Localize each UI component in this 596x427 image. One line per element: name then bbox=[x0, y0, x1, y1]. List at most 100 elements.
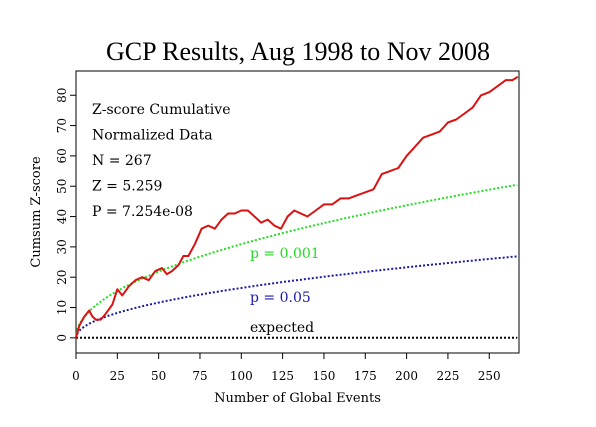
cumsum-data-point bbox=[323, 203, 325, 206]
x-tick-label: 75 bbox=[192, 369, 207, 383]
p001-reference-line bbox=[75, 183, 518, 338]
cumsum-data-point bbox=[116, 288, 119, 291]
cumsum-data-point bbox=[364, 191, 367, 194]
cumsum-data-point bbox=[99, 318, 102, 321]
cumsum-data-point bbox=[430, 133, 433, 136]
cumsum-data-point bbox=[314, 209, 317, 212]
cumsum-data-point bbox=[187, 255, 190, 257]
x-tick-label: 150 bbox=[312, 369, 335, 383]
chart-title: GCP Results, Aug 1998 to Nov 2008 bbox=[106, 37, 490, 66]
cumsum-data-point bbox=[154, 270, 157, 272]
cumsum-data-point bbox=[75, 337, 77, 339]
cumsum-data-point bbox=[134, 279, 137, 282]
x-tick-label: 100 bbox=[230, 369, 253, 383]
y-tick-label: 40 bbox=[55, 209, 69, 224]
y-tick-label: 30 bbox=[55, 239, 69, 254]
cumsum-data-point bbox=[405, 155, 408, 157]
cumsum-data-point bbox=[273, 224, 276, 227]
cumsum-data-point bbox=[471, 106, 474, 109]
x-tick-label: 250 bbox=[478, 369, 501, 383]
y-tick-label: 10 bbox=[55, 300, 69, 315]
cumsum-data-point bbox=[253, 215, 256, 218]
cumsum-data-point bbox=[286, 215, 289, 218]
stat-line: P = 7.254e-08 bbox=[92, 204, 193, 220]
y-tick-label: 20 bbox=[55, 270, 69, 285]
y-tick-label: 0 bbox=[55, 334, 69, 342]
cumsum-data-point bbox=[83, 315, 86, 318]
cumsum-data-point bbox=[207, 224, 210, 227]
cumsum-series-line bbox=[75, 76, 518, 339]
cumsum-data-point bbox=[300, 212, 302, 215]
cumsum-data-point bbox=[233, 212, 236, 215]
cumsum-data-point bbox=[260, 221, 262, 224]
cumsum-data-point bbox=[414, 146, 416, 148]
cumsum-data-point bbox=[504, 79, 507, 81]
cumsum-data-point bbox=[455, 118, 457, 121]
cumsum-data-point bbox=[121, 294, 124, 297]
stat-line: Normalized Data bbox=[92, 128, 213, 144]
cumsum-data-point bbox=[128, 285, 130, 288]
cumsum-data-point bbox=[266, 218, 269, 221]
cumsum-data-point bbox=[166, 273, 168, 275]
cumsum-data-point bbox=[240, 209, 243, 212]
x-tick-label: 225 bbox=[436, 369, 459, 383]
cumsum-data-point bbox=[227, 212, 229, 215]
cumsum-data-point bbox=[389, 170, 391, 172]
cumsum-data-point bbox=[78, 324, 81, 327]
cumsum-data-point bbox=[293, 209, 295, 212]
x-tick-label: 175 bbox=[354, 369, 377, 383]
cumsum-data-point bbox=[182, 255, 185, 257]
cumsum-data-point bbox=[447, 121, 449, 124]
cumsum-data-point bbox=[480, 94, 482, 97]
x-tick-label: 25 bbox=[110, 369, 125, 383]
p001-label: p = 0.001 bbox=[250, 246, 320, 262]
cumsum-data-point bbox=[347, 197, 350, 200]
cumsum-data-point bbox=[397, 167, 400, 169]
p05-label: p = 0.05 bbox=[250, 290, 311, 306]
cumsum-data-point bbox=[111, 303, 114, 306]
plot-frame bbox=[75, 70, 520, 354]
cumsum-data-point bbox=[463, 112, 466, 115]
y-tick-label: 80 bbox=[55, 88, 69, 103]
cumsum-data-point bbox=[194, 243, 196, 245]
cumsum-data-point bbox=[516, 76, 519, 78]
cumsum-data-point bbox=[247, 209, 249, 212]
cumsum-data-point bbox=[356, 194, 358, 197]
cumsum-data-point bbox=[511, 79, 514, 81]
cumsum-data-point bbox=[161, 267, 163, 269]
cumsum-data-point bbox=[88, 309, 91, 312]
x-tick-label: 200 bbox=[395, 369, 418, 383]
cumsum-data-point bbox=[91, 315, 94, 318]
x-axis-label: Number of Global Events bbox=[214, 391, 381, 406]
stat-line: N = 267 bbox=[92, 153, 152, 169]
x-tick-label: 0 bbox=[72, 369, 80, 383]
cumsum-data-point bbox=[214, 227, 216, 230]
stat-line: Z-score Cumulative bbox=[92, 102, 230, 118]
cumsum-data-point bbox=[331, 203, 334, 206]
cumsum-data-point bbox=[171, 270, 173, 272]
cumsum-data-point bbox=[147, 279, 150, 282]
cumsum-data-point bbox=[220, 218, 223, 221]
cumsum-data-point bbox=[381, 173, 383, 175]
cumsum-data-point bbox=[488, 91, 491, 94]
stat-line: Z = 5.259 bbox=[92, 179, 162, 195]
y-tick-label: 50 bbox=[55, 179, 69, 194]
cumsum-data-point bbox=[280, 227, 282, 230]
cumsum-data-point bbox=[141, 276, 143, 278]
expected-label: expected bbox=[250, 320, 314, 336]
p05-reference-line bbox=[75, 255, 518, 339]
cumsum-data-point bbox=[177, 264, 180, 266]
y-tick-label: 60 bbox=[55, 148, 69, 163]
cumsum-data-point bbox=[372, 188, 375, 191]
x-tick-label: 50 bbox=[151, 369, 166, 383]
cumsum-data-point bbox=[438, 130, 441, 133]
cumsum-data-point bbox=[422, 136, 424, 139]
y-tick-label: 70 bbox=[55, 118, 69, 133]
cumsum-data-point bbox=[200, 227, 203, 230]
cumsum-data-point bbox=[306, 215, 309, 218]
cumsum-data-point bbox=[104, 312, 107, 315]
cumsum-data-point bbox=[496, 85, 499, 87]
cumsum-data-point bbox=[339, 197, 342, 200]
